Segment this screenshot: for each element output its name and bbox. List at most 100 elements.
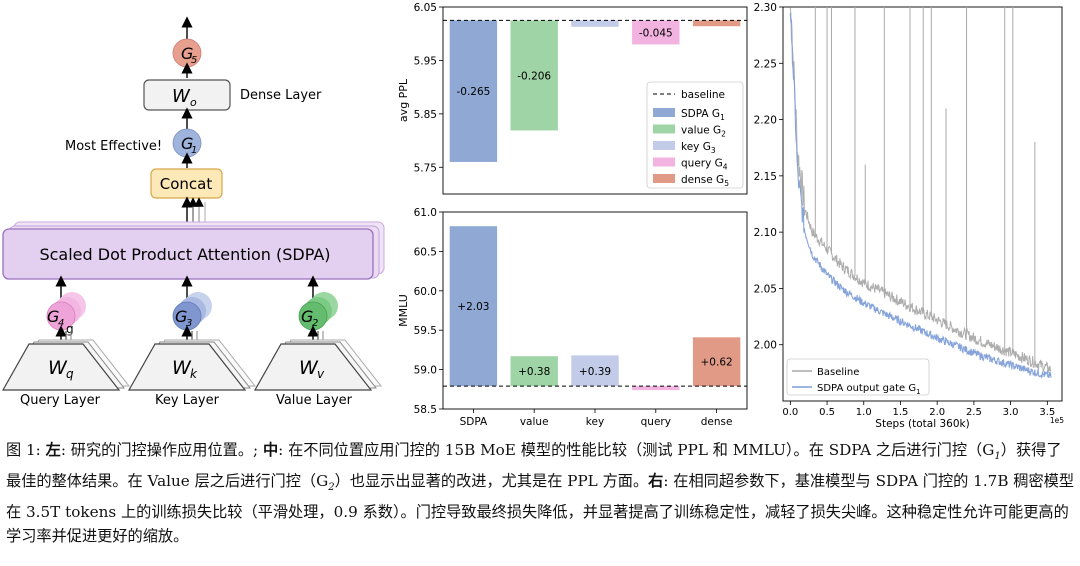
caption-left-text: : 研究的门控操作应用位置。; (60, 441, 259, 459)
wk-sub: k (190, 367, 198, 381)
plot-frame (782, 6, 1063, 402)
wo-label: W (172, 86, 191, 107)
wv-label: W (299, 357, 319, 379)
bar-value-label: +0.38 (518, 366, 550, 378)
bar-key (571, 20, 619, 27)
wq-label: W (48, 357, 68, 379)
legend-label: SDPA G1 (681, 108, 725, 122)
caption-mid-text2: ）获得了最佳的整体结果。在 Value 层之后进行门控（G (6, 441, 1062, 491)
legend-baseline-label: baseline (681, 89, 725, 101)
y-tick-label: 2.30 (754, 2, 777, 14)
wq-sub: q (66, 367, 74, 381)
x-tick-label: 3.0 (1003, 407, 1019, 418)
y-tick-label: 2.00 (754, 340, 777, 352)
g5-sub: 5 (191, 55, 197, 66)
most-effective-label: Most Effective! (65, 139, 162, 154)
y-tick-label: 60.5 (414, 246, 437, 258)
wv-trapezoid (253, 343, 373, 391)
legend-label: SDPA output gate G1 (817, 383, 921, 396)
figure-caption: 图 1: 左: 研究的门控操作应用位置。; 中: 在不同位置应用门控的 15B … (6, 438, 1076, 548)
legend-label: key G3 (681, 141, 716, 155)
bar-sdpa (449, 226, 498, 387)
caption-mid-sub: 1 (994, 451, 1001, 463)
y-tick-label: 5.75 (414, 162, 437, 174)
bar-dense (692, 20, 741, 27)
sdpa-label: Scaled Dot Product Attention (SDPA) (39, 245, 330, 264)
bar-value-label: +0.39 (579, 366, 611, 378)
y-tick-label: 61.0 (414, 207, 437, 219)
bar-value-label: -0.045 (639, 27, 673, 39)
g4-label: G (47, 307, 59, 326)
concat-label: Concat (160, 175, 213, 193)
y-tick-label: 2.10 (754, 227, 777, 239)
plot-frame (442, 6, 748, 195)
legend-label: Baseline (817, 367, 859, 378)
g3-label: G (175, 307, 187, 326)
series-line-sdpa-gate (789, 12, 1052, 379)
g2-sub: 2 (312, 318, 318, 329)
caption-mid-text: : 在不同位置应用门控的 15B MoE 模型的性能比较（测试 PPL 和 MM… (278, 441, 995, 459)
y-axis-label: avg PPL (397, 78, 410, 122)
x-tick-label: SDPA (460, 416, 488, 428)
legend-box (786, 358, 930, 396)
wk-trapezoid (127, 343, 247, 391)
bar-query (632, 386, 680, 391)
y-axis-label: MMLU (397, 294, 410, 327)
x-tick-label: 3.5 (1039, 407, 1055, 418)
caption-right-label: 右 (648, 472, 664, 491)
mmlu-bar-chart: 58.5 59.0 59.5 60.0 60.5 61.0 +2.03 SDPA +0.38 va… (397, 207, 748, 428)
y-tick-label: 2.25 (754, 58, 777, 70)
y-tick-label: 59.5 (414, 325, 437, 337)
g1-sub: 1 (191, 145, 197, 156)
y-tick-label: 60.0 (414, 286, 437, 298)
bar-sdpa (449, 20, 498, 162)
g3-sub: 3 (186, 318, 192, 329)
caption-left-label: 左 (45, 441, 61, 459)
wo-sub: o (190, 96, 197, 109)
x-scale-label: 1e5 (1050, 416, 1064, 425)
wq-trapezoid (1, 343, 121, 391)
g5-label: G (181, 44, 193, 63)
bar-value-label: +2.03 (457, 301, 489, 313)
x-tick-label: 2.0 (929, 407, 945, 418)
x-tick-label: 2.5 (966, 407, 982, 418)
x-tick-label: value (520, 416, 549, 428)
x-tick-label: 1.5 (893, 407, 909, 418)
gating-diagram: G 5 W o Dense Layer G 1 Most Effective! … (1, 16, 385, 408)
x-tick-label: query (641, 416, 671, 428)
x-axis-label: Steps (total 360k) (875, 418, 969, 430)
legend-label: value G2 (681, 125, 726, 139)
g1-label: G (181, 134, 193, 153)
dense-layer-label: Dense Layer (240, 88, 322, 103)
bar-query (632, 20, 680, 45)
bar-value-label: -0.206 (517, 70, 551, 82)
x-tick-label: 0.0 (782, 407, 798, 418)
y-tick-label: 2.20 (754, 115, 777, 127)
caption-fig: 图 1: (6, 441, 41, 459)
caption-right-text: : 在相同超参数下，基准模型与 SDPA 门控的 1.7B 稠密模型在 3.5T… (6, 472, 1075, 546)
legend-label: query G4 (681, 158, 728, 172)
loss-line-chart: 2.00 2.05 2.10 2.15 2.20 2.25 2.30 0.0 0.5 1.0 1.5… (754, 2, 1065, 430)
y-tick-label: 59.0 (414, 365, 437, 377)
y-tick-label: 2.05 (754, 283, 777, 295)
legend-swatch (653, 141, 675, 150)
loss-plot-area (789, 7, 1052, 379)
legend-swatch (653, 108, 675, 117)
x-tick-label: key (586, 416, 604, 428)
value-layer-label: Value Layer (276, 393, 353, 408)
caption-mid-text3: ）也显示出显著的改进，尤其是在 PPL 方面。 (334, 472, 649, 491)
key-layer-label: Key Layer (155, 393, 220, 408)
query-layer-label: Query Layer (20, 393, 101, 408)
g2-label: G (301, 307, 313, 326)
g4-sub: 4 (58, 318, 64, 329)
y-tick-label: 58.5 (414, 404, 437, 416)
bar-value (510, 356, 558, 387)
bar-dense (692, 337, 741, 387)
bar-value-label: -0.265 (456, 86, 490, 98)
y-tick-label: 2.15 (754, 171, 777, 183)
bar-key (571, 355, 619, 387)
legend-swatch (653, 174, 675, 183)
caption-mid-label: 中 (262, 441, 279, 459)
legend-swatch (653, 124, 675, 134)
legend-label: dense G5 (681, 174, 729, 188)
